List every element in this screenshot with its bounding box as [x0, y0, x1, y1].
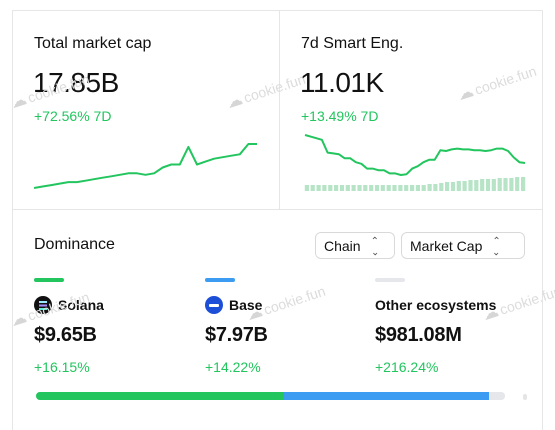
cookie-icon: ☁ [8, 309, 30, 331]
ecosystem-color-bar [34, 278, 64, 282]
volume-bar [480, 179, 485, 191]
ecosystem-value: $9.65B [34, 324, 97, 346]
volume-bar [334, 185, 339, 191]
cookie-icon: ☁ [455, 83, 477, 105]
market-cap-sparkline [33, 143, 257, 189]
sparkline-path [304, 134, 526, 176]
scroll-indicator [523, 394, 527, 400]
cookie-icon: ☁ [224, 91, 246, 113]
dominance-title: Dominance [34, 236, 115, 253]
volume-bar [485, 179, 491, 191]
volume-bar [351, 185, 356, 191]
chain-select[interactable]: Chain ⌃ ⌃ [315, 232, 395, 259]
volume-bar [439, 183, 444, 191]
stats-row: Total market cap 17.85B +72.56% 7D ☁ cook… [9, 11, 544, 210]
dominance-segment [488, 392, 505, 400]
metric-select[interactable]: Market Cap ⌃ ⌃ [401, 232, 525, 259]
volume-bar [474, 180, 479, 191]
metric-select-label: Market Cap [410, 237, 483, 254]
dominance-segment [283, 392, 489, 400]
volume-bar [410, 185, 415, 191]
volume-bar [363, 185, 368, 191]
volume-bar [310, 185, 315, 191]
volume-bar [392, 185, 397, 191]
ecosystem-solana[interactable]: Solana $9.65B +16.15% [34, 278, 104, 375]
volume-bar [404, 185, 409, 191]
volume-bar [304, 185, 309, 191]
dashboard-panel: Total market cap 17.85B +72.56% 7D ☁ cook… [9, 10, 555, 430]
volume-bar [322, 185, 327, 191]
solana-logo-icon [34, 296, 52, 314]
volume-bar [357, 185, 362, 191]
market-cap-title: Total market cap [34, 35, 152, 52]
dominance-segment [36, 392, 284, 400]
volume-bar [521, 177, 526, 191]
base-logo-icon [205, 296, 223, 314]
smart-engagement-card[interactable]: 7d Smart Eng. 11.01K +13.49% 7D ☁ cookie.… [280, 11, 544, 210]
dominance-section: Dominance Chain ⌃ ⌃ Market Cap ⌃ ⌃ Solana … [9, 211, 555, 430]
volume-bar [450, 182, 456, 191]
ecosystem-value: $981.08M [375, 324, 462, 346]
volume-bar [369, 185, 374, 191]
ecosystem-color-bar [375, 278, 405, 282]
volume-bar [328, 185, 333, 191]
ecosystem-change: +216.24% [375, 359, 439, 375]
chain-select-label: Chain [324, 237, 361, 254]
ecosystem-color-bar [205, 278, 235, 282]
smart-engagement-sparkline [304, 134, 526, 191]
updown-chevron-icon: ⌃ ⌃ [492, 235, 501, 256]
ecosystem-name: Solana [58, 297, 104, 313]
smart-engagement-value: 11.01K [300, 67, 384, 98]
volume-bar [445, 182, 450, 191]
ecosystem-name: Other ecosystems [375, 297, 497, 313]
ecosystem-change: +14.22% [205, 359, 261, 375]
ecosystem-change: +16.15% [34, 359, 90, 375]
market-cap-change: +72.56% 7D [34, 108, 112, 124]
volume-bar [468, 180, 473, 191]
volume-bar [427, 184, 432, 191]
sparkline-path [33, 143, 257, 189]
volume-bar [433, 184, 438, 191]
volume-bar [503, 178, 508, 191]
volume-bar [421, 185, 426, 191]
volume-bar [456, 181, 461, 191]
volume-bar [491, 179, 496, 191]
volume-bar [339, 185, 345, 191]
market-cap-card[interactable]: Total market cap 17.85B +72.56% 7D ☁ cook… [9, 11, 307, 210]
volume-bar [374, 185, 380, 191]
volume-bar [415, 185, 420, 191]
volume-bar [345, 185, 350, 191]
cookie-icon: ☁ [8, 91, 30, 113]
smart-engagement-title: 7d Smart Eng. [301, 35, 404, 52]
ecosystem-other[interactable]: Other ecosystems $981.08M +216.24% [375, 278, 496, 375]
updown-chevron-icon: ⌃ ⌃ [370, 235, 379, 256]
volume-bar [497, 178, 502, 191]
dominance-progress-bar [36, 392, 505, 400]
volume-bar [398, 185, 403, 191]
volume-bar [380, 185, 385, 191]
ecosystem-value: $7.97B [205, 324, 268, 346]
volume-bar [386, 185, 391, 191]
smart-engagement-change: +13.49% 7D [301, 108, 379, 124]
ecosystem-name: Base [229, 297, 263, 313]
volume-bar [515, 177, 520, 191]
volume-bar [462, 181, 467, 191]
watermark: ☁ cookie.fun [455, 62, 539, 105]
volume-bar [316, 185, 321, 191]
market-cap-value: 17.85B [33, 67, 119, 98]
ecosystem-base[interactable]: Base $7.97B +14.22% [205, 278, 268, 375]
volume-bar [509, 178, 514, 191]
